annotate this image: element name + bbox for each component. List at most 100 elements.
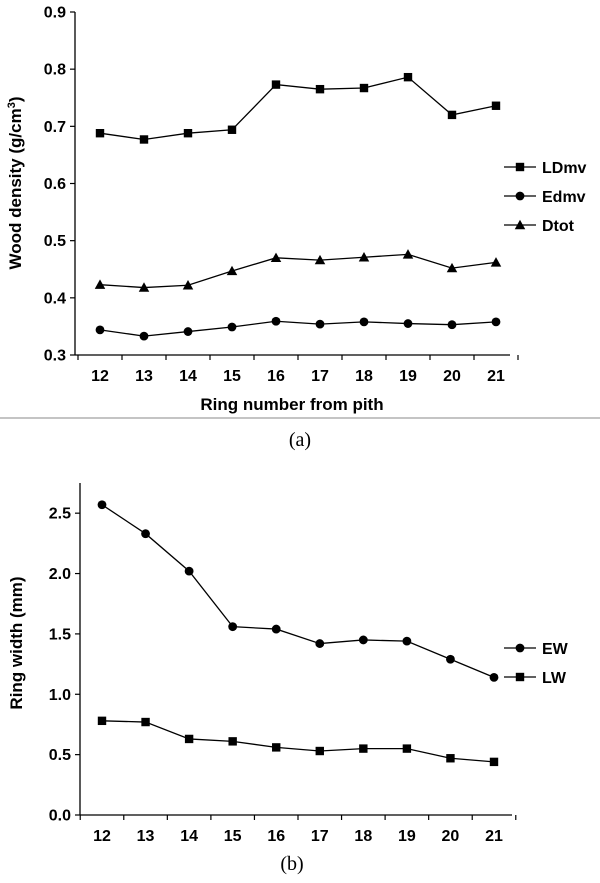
panel-b-data-point-lw (184, 734, 194, 744)
panel-b-legend-item-lw: LW (504, 670, 567, 687)
panel-b-caption: (b) (280, 853, 303, 875)
panel-a-data-point-edmv (359, 317, 369, 327)
panel-a-data-point-ldmv (183, 128, 193, 138)
legend-label: EW (542, 641, 569, 658)
panel-b-y-tick-label: 2.0 (49, 566, 71, 583)
panel-a-x-tick-label: 17 (311, 368, 329, 385)
legend-marker (515, 191, 525, 201)
panel-b-y-tick-label: 1.5 (49, 626, 71, 643)
panel-b-data-point-ew (358, 635, 368, 645)
panel-a-y-tick-label: 0.6 (44, 176, 66, 193)
panel-a-series-line-ldmv (99, 76, 497, 141)
panel-b-data-point-ew (489, 672, 499, 682)
panel-a-x-axis-label: Ring number from pith (200, 395, 383, 414)
panel-b-data-point-lw (402, 744, 412, 753)
panel-a-x-tick-label: 21 (487, 368, 505, 385)
panel-a-data-point-edmv (491, 317, 501, 327)
panel-a-data-point-ldmv (447, 110, 457, 120)
panel-a-data-point-edmv (95, 325, 105, 335)
panel-a-x-tick-label: 16 (267, 368, 285, 385)
panel-a-data-point-edmv (447, 320, 457, 330)
panel-a-legend-item-ldmv: LDmv (504, 160, 587, 177)
panel-b-data-point-ew (228, 622, 238, 632)
panel-b-x-tick-label: 15 (224, 828, 242, 845)
panel-a-x-tick-label: 12 (91, 368, 109, 385)
panel-a-series-line-dtot (99, 253, 497, 289)
panel-a-legend-item-edmv: Edmv (504, 189, 586, 206)
panel-b-data-point-ew (315, 639, 325, 648)
legend-label: Dtot (542, 218, 575, 235)
panel-b-data-point-lw (228, 737, 237, 746)
panel-b-series-lw (97, 716, 499, 767)
panel-b-data-point-lw (315, 746, 324, 756)
panel-a-series-ldmv (95, 72, 501, 144)
panel-b-data-point-ew (271, 624, 281, 634)
panel-b-x-tick-label: 21 (485, 828, 503, 845)
panel-b-data-point-lw (272, 743, 281, 752)
panel-a-data-point-ldmv (139, 135, 149, 144)
legend-marker (515, 643, 525, 653)
panel-a-x-tick-label: 20 (443, 368, 461, 385)
panel-b-x-tick-label: 17 (311, 828, 329, 845)
panel-b-data-point-lw (97, 716, 107, 726)
legend-marker (515, 162, 525, 172)
panel-a-data-point-edmv (183, 327, 193, 336)
panel-a-x-tick-label: 13 (135, 368, 153, 385)
legend-marker (515, 672, 525, 682)
panel-b-y-axis-label: Ring width (mm) (7, 576, 26, 709)
panel-b-y-tick-label: 2.5 (49, 506, 71, 523)
panel-a-caption: (a) (289, 429, 311, 451)
panel-b-data-point-ew (184, 566, 194, 576)
panel-a-data-point-ldmv (359, 83, 369, 93)
panel-b-x-tick-label: 19 (398, 828, 416, 845)
panel-b-series-ew (97, 500, 499, 682)
panel-a-data-point-dtot (358, 251, 370, 262)
panel-a-y-tick-label: 0.5 (44, 233, 66, 250)
panel-a-data-point-edmv (139, 331, 149, 341)
panel-a-data-point-ldmv (227, 125, 237, 134)
panel-a-series-line-edmv (99, 320, 497, 337)
panel-a-data-point-ldmv (315, 84, 325, 94)
panel-a-x-tick-label: 18 (355, 368, 373, 385)
panel-a-data-point-edmv (403, 319, 413, 328)
panel-a-data-point-ldmv (95, 128, 105, 138)
panel-a-y-tick-label: 0.4 (44, 290, 66, 307)
panel-a-series-dtot (94, 249, 502, 292)
panel-a-y-tick-label: 0.8 (44, 62, 66, 79)
panel-b-x-tick-label: 13 (137, 828, 155, 845)
panel-b-data-point-lw (359, 744, 368, 753)
panel-a-y-tick-label: 0.3 (44, 348, 66, 365)
panel-b-data-point-ew (402, 636, 412, 646)
panel-b-data-point-lw (489, 757, 499, 767)
panel-b-series-line-lw (101, 720, 495, 763)
panel-b-x-tick-label: 14 (180, 828, 198, 845)
panel-a-data-point-dtot (138, 282, 150, 292)
panel-a-y-tick-label: 0.9 (44, 5, 66, 22)
panel-a-y-axis-label: Wood density (g/cm3) (6, 97, 25, 270)
panel-a-data-point-dtot (446, 262, 458, 273)
panel-a-wood-density: 0.3 0.4 0.5 0.6 0.7 0.8 0.9 12 13 14 15 16 17 18 19 20… (6, 5, 587, 415)
panel-a-data-point-dtot (226, 265, 238, 276)
panel-a-data-point-edmv (315, 319, 325, 329)
panel-b-series-line-ew (101, 504, 495, 678)
panel-b-data-point-lw (141, 717, 150, 727)
panel-a-x-tick-label: 15 (223, 368, 241, 385)
panel-b-x-tick-label: 16 (267, 828, 285, 845)
panel-a-data-point-dtot (94, 279, 106, 289)
legend-marker (514, 219, 526, 230)
panel-b-x-tick-label: 12 (93, 828, 111, 845)
panel-b-x-tick-label: 20 (442, 828, 460, 845)
panel-b-y-tick-label: 1.0 (49, 687, 71, 704)
panel-b-x-tick-label: 18 (354, 828, 372, 845)
panel-a-data-point-dtot (402, 249, 414, 259)
panel-a-legend-item-dtot: Dtot (504, 218, 575, 235)
panel-a-data-point-ldmv (271, 80, 281, 89)
panel-a-data-point-dtot (490, 257, 502, 267)
panel-b-data-point-ew (141, 529, 150, 539)
panel-b-data-point-ew (446, 654, 455, 664)
panel-a-x-tick-label: 14 (179, 368, 197, 385)
panel-a-data-point-dtot (314, 254, 326, 265)
panel-b-data-point-ew (97, 500, 107, 510)
panel-a-data-point-ldmv (491, 101, 501, 110)
